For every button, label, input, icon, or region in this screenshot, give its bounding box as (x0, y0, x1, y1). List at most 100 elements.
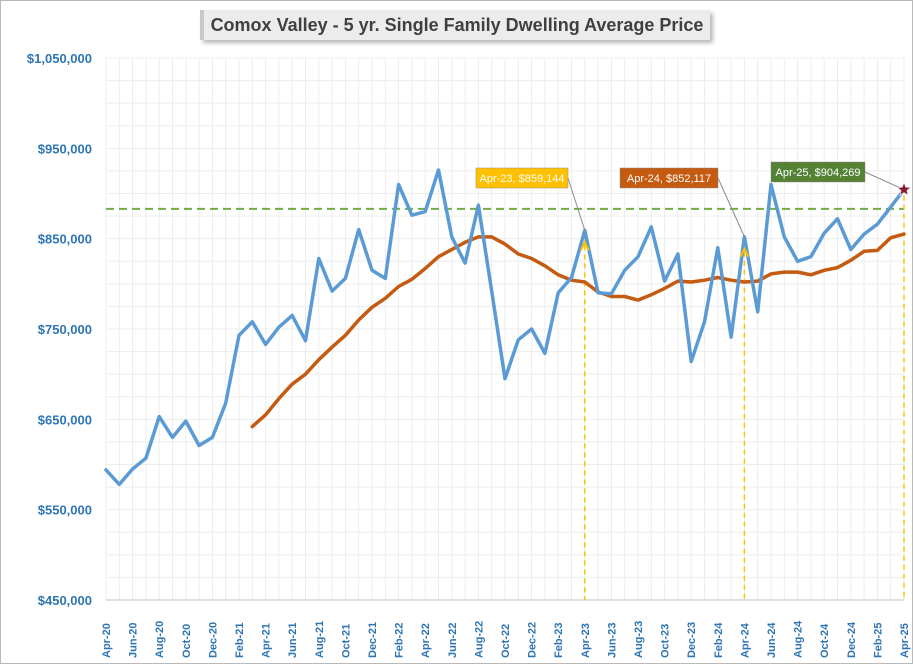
x-tick-label: Feb-22 (394, 623, 406, 658)
x-tick-label: Aug-21 (314, 621, 326, 658)
y-tick-label: $450,000 (38, 593, 92, 608)
data-point (796, 260, 798, 262)
data-point (131, 468, 133, 470)
data-point (145, 457, 147, 459)
callout-connector (865, 172, 904, 190)
x-tick-label: Jun-24 (766, 622, 778, 658)
data-point (757, 311, 759, 313)
data-point (650, 226, 652, 228)
data-point (251, 321, 253, 323)
data-point (810, 256, 812, 258)
data-point (717, 247, 719, 249)
data-point (238, 334, 240, 336)
data-point (424, 210, 426, 212)
x-tick-label: Oct-22 (500, 624, 512, 658)
x-tick-label: Apr-22 (420, 623, 432, 658)
x-tick-label: Apr-23 (580, 623, 592, 658)
data-point (836, 218, 838, 220)
data-point (198, 444, 200, 446)
x-tick-label: Apr-21 (261, 623, 273, 658)
data-point (557, 292, 559, 294)
x-tick-label: Oct-24 (819, 623, 831, 658)
data-point (211, 436, 213, 438)
x-tick-label: Oct-20 (181, 624, 193, 658)
data-point (730, 336, 732, 338)
x-tick-label: Aug-24 (793, 620, 805, 658)
data-point (850, 248, 852, 250)
x-tick-label: Apr-20 (101, 623, 113, 658)
data-point (823, 232, 825, 234)
x-tick-label: Jun-23 (606, 623, 618, 658)
x-tick-label: Feb-23 (553, 623, 565, 658)
data-point (358, 228, 360, 230)
data-point (703, 321, 705, 323)
callout-label: Apr-24, $852,117 (627, 173, 711, 185)
data-point (477, 204, 479, 206)
data-point (344, 277, 346, 279)
x-tick-label: Oct-21 (340, 624, 352, 658)
data-point (464, 262, 466, 264)
x-tick-label: Aug-22 (473, 621, 485, 658)
x-tick-label: Jun-20 (128, 623, 140, 658)
x-tick-label: Aug-20 (154, 621, 166, 658)
data-point (690, 360, 692, 362)
x-tick-label: Dec-22 (527, 622, 539, 658)
data-point (517, 339, 519, 341)
data-point (384, 277, 386, 279)
data-point (876, 223, 878, 225)
data-point (783, 236, 785, 238)
data-point (158, 415, 160, 417)
data-point (597, 292, 599, 294)
data-point (278, 326, 280, 328)
data-point (663, 280, 665, 282)
y-tick-label: $750,000 (38, 322, 92, 337)
x-tick-label: Feb-24 (713, 622, 725, 658)
data-point (437, 169, 439, 171)
data-point (570, 276, 572, 278)
data-point (105, 469, 107, 471)
x-tick-label: Dec-24 (846, 621, 858, 658)
x-tick-label: Feb-21 (234, 623, 246, 658)
y-tick-label: $950,000 (38, 141, 92, 156)
y-tick-label: $650,000 (38, 412, 92, 427)
data-point (397, 183, 399, 185)
data-point (863, 233, 865, 235)
callout-label: Apr-25, $904,269 (775, 167, 860, 179)
x-tick-label: Jun-22 (447, 623, 459, 658)
x-tick-label: Feb-25 (872, 623, 884, 658)
data-point (610, 293, 612, 295)
data-point (118, 483, 120, 485)
x-tick-label: Apr-25 (899, 623, 911, 658)
data-point (624, 269, 626, 271)
data-point (890, 206, 892, 208)
x-tick-label: Dec-23 (686, 622, 698, 658)
y-tick-label: $1,050,000 (27, 51, 92, 66)
data-point (770, 183, 772, 185)
x-tick-label: Jun-21 (287, 623, 299, 658)
data-point (451, 236, 453, 238)
data-point (304, 340, 306, 342)
callout-label: Apr-23, $859,144 (479, 173, 564, 185)
data-point (371, 269, 373, 271)
data-point (331, 290, 333, 292)
data-point (185, 420, 187, 422)
y-tick-label: $850,000 (38, 232, 92, 247)
data-point (504, 377, 506, 379)
x-tick-label: Oct-23 (660, 624, 672, 658)
x-tick-label: Dec-21 (367, 622, 379, 658)
data-point (530, 328, 532, 330)
data-point (171, 436, 173, 438)
callout-connector (568, 178, 585, 230)
x-tick-label: Apr-24 (739, 622, 751, 658)
data-point (411, 214, 413, 216)
x-tick-label: Aug-23 (633, 621, 645, 658)
data-point (491, 290, 493, 292)
data-point (544, 352, 546, 354)
data-point (637, 256, 639, 258)
data-point (291, 314, 293, 316)
data-point (264, 343, 266, 345)
x-tick-label: Dec-20 (207, 622, 219, 658)
data-point (225, 402, 227, 404)
y-tick-label: $550,000 (38, 503, 92, 518)
